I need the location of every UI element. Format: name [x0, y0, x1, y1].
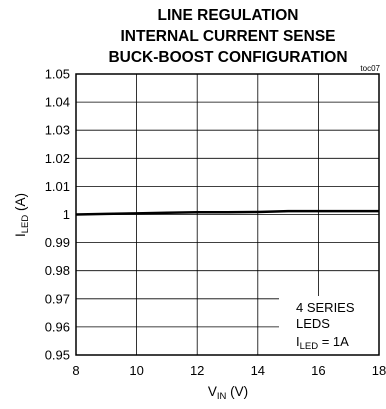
y-tick-label: 0.96 — [45, 319, 70, 334]
y-tick-label: 0.95 — [45, 348, 70, 363]
y-tick-label: 0.97 — [45, 291, 70, 306]
y-tick-label: 0.98 — [45, 263, 70, 278]
y-tick-label: 1.02 — [45, 151, 70, 166]
plot-frame — [75, 73, 380, 356]
y-tick-label: 1.01 — [45, 179, 70, 194]
annotation-box — [279, 296, 382, 355]
annotation-current-value: = 1A — [318, 334, 349, 349]
y-tick-label: 1.03 — [45, 123, 70, 138]
annotation-current-symbol: I — [296, 334, 300, 349]
figure-tag: toc07 — [360, 64, 380, 73]
chart-title-line-1: LINE REGULATION — [158, 7, 299, 24]
x-axis-symbol: V — [208, 384, 217, 399]
y-tick-label: 1 — [63, 207, 70, 222]
chart-title-line-3: BUCK-BOOST CONFIGURATION — [108, 49, 347, 66]
x-tick-label: 14 — [251, 363, 265, 378]
annotation-current-subscript: LED — [300, 341, 319, 352]
series-line-0 — [75, 209, 379, 216]
data-series — [75, 209, 379, 216]
y-axis-label: ILED (A) — [13, 193, 31, 237]
x-tick-label: 12 — [190, 363, 204, 378]
y-tick-label: 1.05 — [45, 67, 70, 82]
x-tick-label: 16 — [311, 363, 325, 378]
x-axis-label: VIN (V) — [208, 384, 248, 402]
x-tick-label: 18 — [372, 363, 386, 378]
y-axis-subscript: LED — [20, 215, 31, 234]
x-tick-label: 10 — [129, 363, 143, 378]
y-tick-labels: 0.95 0.96 0.97 0.98 0.99 1 1.01 1.02 1.03 1.04 1.0… — [45, 67, 70, 363]
x-tick-label: 8 — [72, 363, 79, 378]
annotation-line-1: 4 SERIES — [296, 300, 355, 315]
y-axis-symbol: I — [13, 233, 28, 237]
annotation-line-3: ILED = 1A — [296, 334, 349, 352]
x-axis-unit: (V) — [226, 384, 248, 399]
x-axis-subscript: IN — [217, 391, 227, 402]
y-tick-label: 0.99 — [45, 235, 70, 250]
x-tick-labels: 8 10 12 14 16 18 — [72, 363, 386, 378]
y-tick-label: 1.04 — [45, 95, 70, 110]
chart-title-line-2: INTERNAL CURRENT SENSE — [120, 28, 335, 45]
y-axis-unit: (A) — [13, 193, 28, 215]
annotation-line-2: LEDS — [296, 316, 330, 331]
